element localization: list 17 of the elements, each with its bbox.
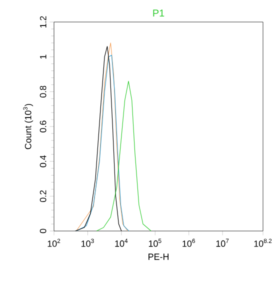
x-tick-label: 10$^{3}$ xyxy=(82,238,94,247)
y-tick-label: 0 xyxy=(40,228,46,234)
y-tick-label: 0.6 xyxy=(40,120,46,132)
y-tick-label: 0.8 xyxy=(40,86,46,98)
x-tick-label: 10$^{8.2}$ xyxy=(254,238,272,247)
y-tick-label: 1.2 xyxy=(40,16,46,28)
x-axis-title: PE-H xyxy=(148,254,168,260)
y-tick-label: 0.4 xyxy=(40,155,46,168)
y-tick-label: 1 xyxy=(40,54,46,59)
y-tick-label: 0.2 xyxy=(40,190,46,202)
x-tick-label: 10$^{5}$ xyxy=(148,238,162,247)
y-axis-title: Count (10$^{3}$) xyxy=(23,104,34,150)
x-tick-label: 10$^{2}$ xyxy=(48,238,60,247)
chart-title: P1 xyxy=(153,10,164,16)
x-tick-label: 10$^{7}$ xyxy=(216,238,229,247)
x-tick-label: 10$^{4}$ xyxy=(115,238,128,247)
x-tick-label: 10$^{6}$ xyxy=(182,238,195,247)
